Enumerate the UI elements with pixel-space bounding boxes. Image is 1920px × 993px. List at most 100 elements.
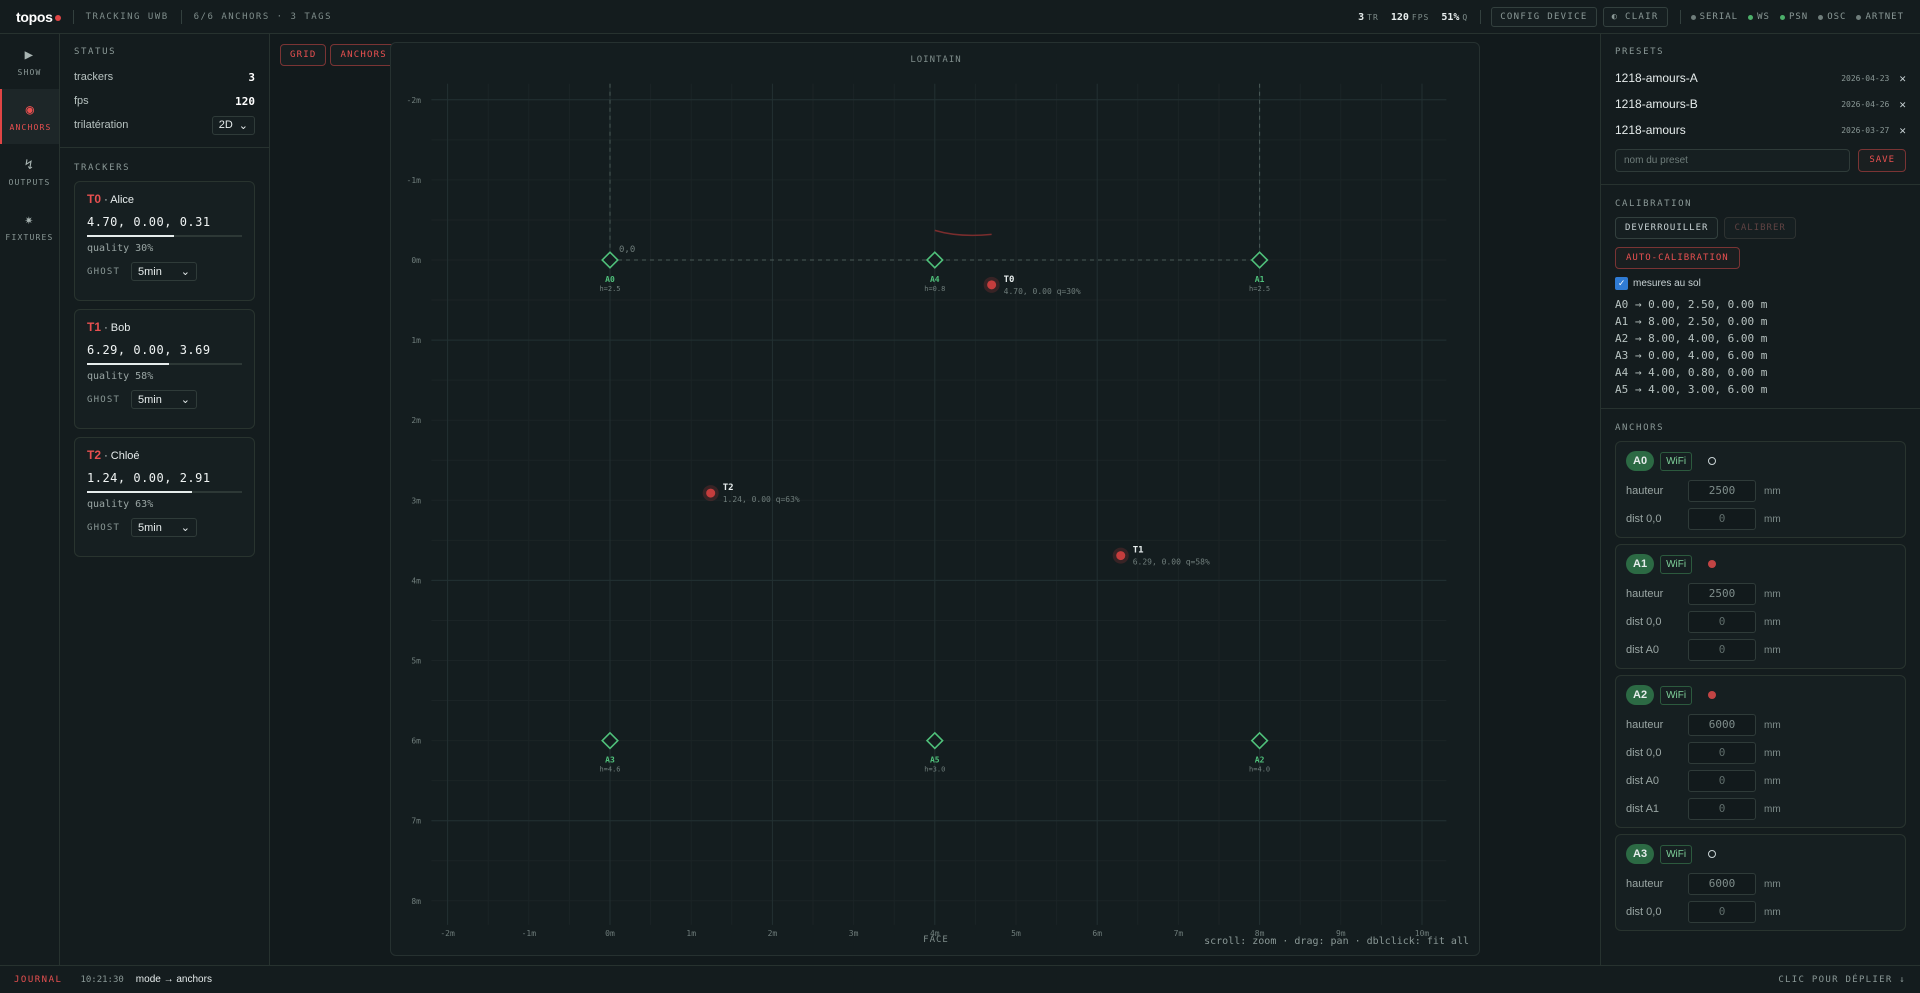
preset-item[interactable]: 1218-amours 2026-03-27 ✕ — [1615, 123, 1906, 137]
nav-item-outputs[interactable]: ↯ OUTPUTS — [8, 156, 51, 187]
unlock-button[interactable]: DEVERROUILLER — [1615, 217, 1719, 239]
close-icon[interactable]: ✕ — [1899, 97, 1906, 111]
anchor-id-badge: A2 — [1626, 685, 1655, 705]
tracker-quality: quality 30% — [87, 243, 154, 254]
expand-journal-button[interactable]: CLIC POUR DÉPLIER ↓ — [1778, 974, 1906, 985]
status-indicator-osc: OSC — [1818, 12, 1846, 22]
anchor-field-row: dist 0,0 0 mm — [1626, 505, 1895, 533]
anchor-label: A5 — [930, 756, 940, 765]
anchor-field-row: hauteur 2500 mm — [1626, 580, 1895, 608]
anchor-marker-a1 — [1250, 251, 1269, 269]
anchors-tags-summary: 6/6 ANCHORS · 3 TAGS — [193, 11, 333, 22]
tracker-header: T2 · Chloé — [87, 448, 140, 462]
x-tick-label: 9m — [1336, 929, 1346, 938]
nav-item-show[interactable]: ▶ SHOW — [17, 46, 42, 77]
anchor-marker-a3 — [601, 731, 619, 750]
trilateration-select[interactable]: 2D ⌄ — [211, 115, 255, 135]
top-caption: LOINTAIN — [910, 55, 962, 65]
x-tick-label: -2m — [440, 929, 455, 938]
journal-bar[interactable]: JOURNAL 10:21:30 mode → anchors CLIC POU… — [0, 965, 1920, 993]
calibration-line: A2 → 8.00, 4.00, 6.00 m — [1615, 332, 1768, 345]
status-indicator-psn: PSN — [1779, 12, 1808, 22]
x-tick-label: 5m — [1011, 929, 1021, 938]
anchor-value-input[interactable]: 0 — [1688, 639, 1756, 661]
connection-status-dot — [1708, 850, 1717, 858]
anchor-value-input[interactable]: 0 — [1688, 798, 1756, 820]
tracking-map[interactable]: -2m -1m 0m 1m 2m 3m 4m 5m 6m 7m 8m 9m 10m -2m -1m 0m 1m 2… — [391, 43, 1481, 957]
tag-info: 4.70, 0.00 q=30% — [1004, 287, 1081, 296]
x-tick-label: 7m — [1174, 929, 1184, 938]
plot-frame[interactable]: -2m -1m 0m 1m 2m 3m 4m 5m 6m 7m 8m 9m 10m -2m -1m 0m 1m 2… — [390, 42, 1480, 956]
nav-item-fixtures[interactable]: ✷ FIXTURES — [5, 211, 54, 242]
tag-info: 1.24, 0.00 q=63% — [723, 495, 800, 504]
anchor-value-input[interactable]: 0 — [1688, 508, 1756, 530]
tab-anchors[interactable]: ANCHORS — [330, 44, 397, 66]
anchor-value-input[interactable]: 0 — [1688, 611, 1756, 633]
wifi-badge[interactable]: WiFi — [1660, 844, 1693, 864]
wifi-badge[interactable]: WiFi — [1660, 685, 1693, 705]
anchor-height: h=3.0 — [924, 766, 945, 774]
anchor-field-row: hauteur 2500 mm — [1626, 477, 1895, 505]
config-device-button[interactable]: CONFIG DEVICE — [1491, 7, 1597, 27]
wifi-badge[interactable]: WiFi — [1660, 554, 1693, 574]
anchor-value-input[interactable]: 6000 — [1688, 873, 1756, 895]
app-title: TRACKING UWB — [85, 11, 169, 22]
anchor-height: h=2.5 — [599, 285, 620, 293]
theme-toggle-button[interactable]: ◐ CLAIR — [1602, 7, 1668, 27]
close-icon[interactable]: ✕ — [1899, 71, 1906, 85]
tag-label: T0 — [1004, 275, 1015, 285]
auto-calibration-button[interactable]: AUTO-CALIBRATION — [1615, 247, 1740, 269]
anchor-marker-a2 — [1250, 731, 1269, 750]
journal-message: mode → anchors — [135, 974, 212, 985]
half-moon-icon: ◐ — [1611, 12, 1625, 22]
origin-label: 0,0 — [619, 245, 635, 255]
anchor-value-input[interactable]: 6000 — [1688, 714, 1756, 736]
anchor-height: h=2.5 — [1249, 285, 1270, 293]
anchor-card: A2 WiFi hauteur 6000 mm dist 0,0 0 mm di… — [1615, 675, 1906, 828]
close-icon[interactable]: ✕ — [1899, 123, 1906, 137]
tracker-header: T0 · Alice — [87, 192, 135, 206]
tracker-header: T1 · Bob — [87, 320, 131, 334]
status-dot — [1818, 14, 1824, 20]
x-tick-label: 1m — [686, 929, 696, 938]
y-tick-label: 2m — [411, 416, 421, 425]
anchor-value-input[interactable]: 2500 — [1688, 583, 1756, 605]
anchor-marker-a5 — [925, 731, 944, 750]
ghost-select[interactable]: 5min ⌄ — [131, 262, 197, 281]
anchor-field-row: hauteur 6000 mm — [1626, 711, 1895, 739]
anchors-title: ANCHORS — [1615, 423, 1665, 433]
floor-measure-checkbox[interactable]: ✓ — [1615, 277, 1628, 290]
tag-label: T2 — [723, 483, 734, 493]
ghost-select[interactable]: 5min ⌄ — [131, 518, 197, 537]
status-title: STATUS — [74, 47, 117, 57]
anchor-value-input[interactable]: 0 — [1688, 770, 1756, 792]
preset-item[interactable]: 1218-amours-A 2026-04-23 ✕ — [1615, 71, 1906, 85]
save-preset-button[interactable]: SAVE — [1858, 149, 1906, 172]
play-icon: ▶ — [24, 46, 35, 63]
anchor-value-input[interactable]: 0 — [1688, 901, 1756, 923]
calibrate-button[interactable]: CALIBRER — [1724, 217, 1796, 239]
tracker-position: 4.70, 0.00, 0.31 — [87, 215, 211, 229]
anchor-field-row: dist 0,0 0 mm — [1626, 608, 1895, 636]
floor-measure-option[interactable]: ✓ mesures au sol — [1601, 269, 1920, 296]
anchor-height: h=4.0 — [1249, 766, 1270, 774]
nav-item-anchors[interactable]: ◉ ANCHORS — [0, 89, 59, 144]
calibration-list: A0 → 0.00, 2.50, 0.00 m A1 → 8.00, 2.50, … — [1601, 296, 1920, 398]
tracker-quality: quality 58% — [87, 371, 154, 382]
map-canvas-area[interactable]: GRIDANCHORSRANGES -2m-1m0m1m2m3m4m5m6m7m… — [270, 34, 1600, 965]
preset-name-input[interactable]: nom du preset — [1615, 149, 1851, 172]
status-row-trilateration: trilatération 2D ⌄ — [60, 113, 269, 137]
anchor-height: h=4.6 — [599, 766, 620, 774]
anchor-value-input[interactable]: 0 — [1688, 742, 1756, 764]
calibration-title: CALIBRATION — [1615, 199, 1693, 209]
tab-grid[interactable]: GRID — [280, 44, 327, 66]
wifi-badge[interactable]: WiFi — [1660, 451, 1693, 471]
preset-item[interactable]: 1218-amours-B 2026-04-26 ✕ — [1615, 97, 1906, 111]
chevron-down-icon: ⌄ — [180, 522, 190, 534]
controls-hint: scroll: zoom · drag: pan · dblclick: fit… — [1204, 936, 1469, 947]
anchor-value-input[interactable]: 2500 — [1688, 480, 1756, 502]
ghost-select[interactable]: 5min ⌄ — [131, 390, 197, 409]
journal-label: JOURNAL — [14, 974, 63, 985]
tracker-quality: quality 63% — [87, 499, 154, 510]
anchor-id-badge: A3 — [1626, 844, 1655, 864]
